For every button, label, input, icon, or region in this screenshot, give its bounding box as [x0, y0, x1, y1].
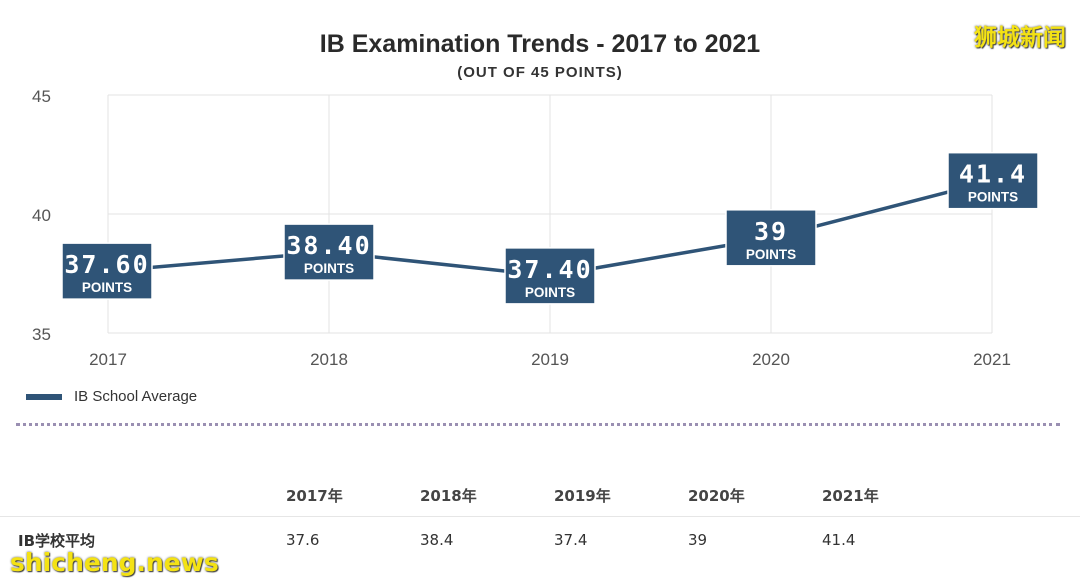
dotted-divider	[16, 423, 1060, 426]
data-label-value: 37.60	[64, 250, 149, 279]
table-cell: 39	[688, 531, 708, 549]
data-label-value: 37.40	[507, 255, 592, 284]
watermark-logo-bottom: shicheng.news	[10, 548, 219, 577]
data-table: 2017年 2018年 2019年 2020年 2021年 IB学校平均 37.…	[0, 474, 1080, 563]
data-label-box	[283, 223, 375, 281]
table-header-cell: 2019年	[554, 474, 688, 517]
data-label-value: 38.40	[286, 231, 371, 260]
y-tick-label: 45	[32, 87, 51, 106]
x-tick-label: 2021	[973, 350, 1011, 369]
chart-subtitle: (OUT OF 45 POINTS)	[457, 64, 623, 81]
x-tick-label: 2019	[531, 350, 569, 369]
table-row-label: IB学校平均	[18, 531, 96, 550]
table-cell: 37.4	[554, 531, 588, 549]
table-cell: 38.4	[420, 531, 454, 549]
table-header-cell: 2018年	[420, 474, 554, 517]
table-header-cell: 2021年	[822, 474, 1080, 517]
y-tick-label: 40	[32, 206, 51, 225]
table-header-cell: 2017年	[286, 474, 420, 517]
chart-title: IB Examination Trends - 2017 to 2021	[319, 30, 761, 58]
data-label-box	[725, 209, 817, 267]
table-row: IB学校平均 37.6 38.4 37.4 39 41.4	[0, 517, 1080, 564]
table-cell: 37.6	[286, 531, 320, 549]
data-label-box	[504, 247, 596, 305]
data-label-unit: POINTS	[82, 280, 132, 295]
data-label-unit: POINTS	[968, 190, 1018, 205]
legend-swatch	[26, 393, 62, 400]
x-tick-label: 2018	[310, 350, 348, 369]
table-header-row: 2017年 2018年 2019年 2020年 2021年	[0, 474, 1080, 517]
x-tick-label: 2017	[89, 350, 127, 369]
chart-legend: IB School Average	[26, 388, 197, 405]
table-header-cell: 2020年	[688, 474, 822, 517]
x-tick-label: 2020	[752, 350, 790, 369]
data-label-unit: POINTS	[525, 285, 575, 300]
table-cell: 41.4	[822, 531, 856, 549]
data-label-unit: POINTS	[304, 261, 354, 276]
data-label-unit: POINTS	[746, 247, 796, 262]
data-label-value: 41.4	[959, 160, 1027, 189]
legend-label: IB School Average	[74, 388, 198, 405]
data-label-box	[947, 151, 1039, 210]
watermark-logo-top: 狮城新闻	[974, 25, 1066, 51]
table-header-cell	[0, 474, 286, 517]
data-label-box	[61, 242, 153, 300]
y-tick-label: 35	[32, 325, 51, 344]
data-label-value: 39	[754, 217, 788, 246]
